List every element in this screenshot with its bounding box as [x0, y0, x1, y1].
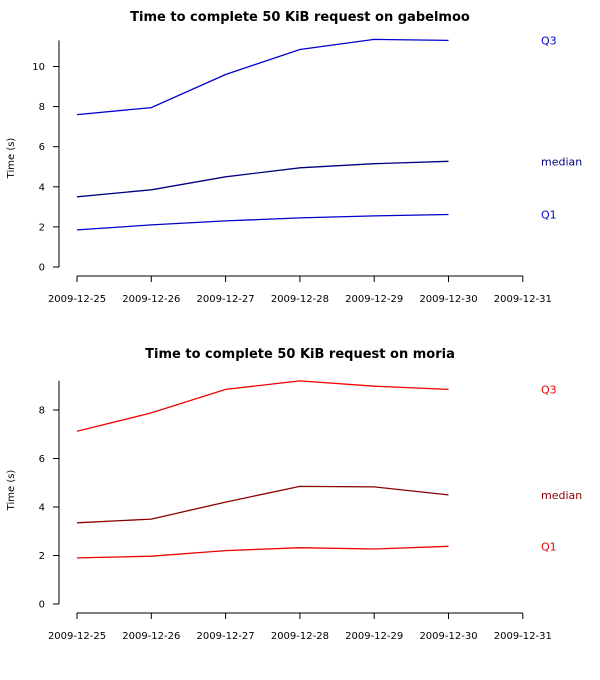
series-label-median: median [541, 155, 582, 168]
y-axis: 0 2 4 6 8 10 [32, 40, 60, 274]
y-tick-label: 0 [39, 263, 45, 274]
series-label-q3: Q3 [541, 383, 557, 396]
series-label-q1: Q1 [541, 208, 557, 221]
series-line-median [76, 485, 449, 524]
y-tick-label: 8 [39, 406, 45, 417]
x-tick-label: 2009-12-31 [494, 294, 552, 305]
x-tick-label: 2009-12-27 [197, 294, 255, 305]
y-tick-label: 4 [39, 503, 45, 514]
chart-title: Time to complete 50 KiB request on gabel… [130, 10, 470, 25]
x-tick-label: 2009-12-30 [419, 294, 477, 305]
x-tick-label: 2009-12-25 [48, 631, 106, 642]
chart-panel-moria: Time to complete 50 KiB request on moria… [6, 347, 582, 642]
y-axis-label: Time (s) [6, 138, 17, 180]
series-line-q1 [76, 545, 449, 559]
chart-panel-gabelmoo: Time to complete 50 KiB request on gabel… [6, 10, 582, 305]
x-tick-label: 2009-12-26 [122, 631, 180, 642]
series-line-q3 [76, 38, 449, 116]
x-tick-label: 2009-12-29 [345, 294, 403, 305]
series-line-q1 [76, 213, 449, 231]
y-axis: 0 2 4 6 8 [39, 380, 60, 611]
y-tick-label: 2 [39, 222, 45, 233]
y-tick-label: 2 [39, 551, 45, 562]
y-tick-label: 10 [32, 62, 45, 73]
x-tick-label: 2009-12-25 [48, 294, 106, 305]
chart-title: Time to complete 50 KiB request on moria [145, 347, 455, 362]
y-axis-label: Time (s) [6, 470, 17, 512]
y-tick-label: 6 [39, 454, 45, 465]
y-tick-label: 0 [39, 600, 45, 611]
x-axis: 2009-12-25 2009-12-26 2009-12-27 2009-12-28… [48, 612, 552, 642]
series-line-median [76, 160, 449, 198]
series-label-median: median [541, 489, 582, 502]
y-tick-label: 8 [39, 102, 45, 113]
series-label-q3: Q3 [541, 34, 557, 47]
x-tick-label: 2009-12-26 [122, 294, 180, 305]
x-tick-label: 2009-12-31 [494, 631, 552, 642]
y-tick-label: 4 [39, 182, 45, 193]
y-tick-label: 6 [39, 142, 45, 153]
x-tick-label: 2009-12-28 [271, 631, 329, 642]
series-label-q1: Q1 [541, 540, 557, 553]
x-tick-label: 2009-12-28 [271, 294, 329, 305]
x-tick-label: 2009-12-27 [197, 631, 255, 642]
x-tick-label: 2009-12-29 [345, 631, 403, 642]
series-line-q3 [76, 380, 449, 432]
x-tick-label: 2009-12-30 [419, 631, 477, 642]
x-axis: 2009-12-25 2009-12-26 2009-12-27 2009-12-28… [48, 275, 552, 305]
